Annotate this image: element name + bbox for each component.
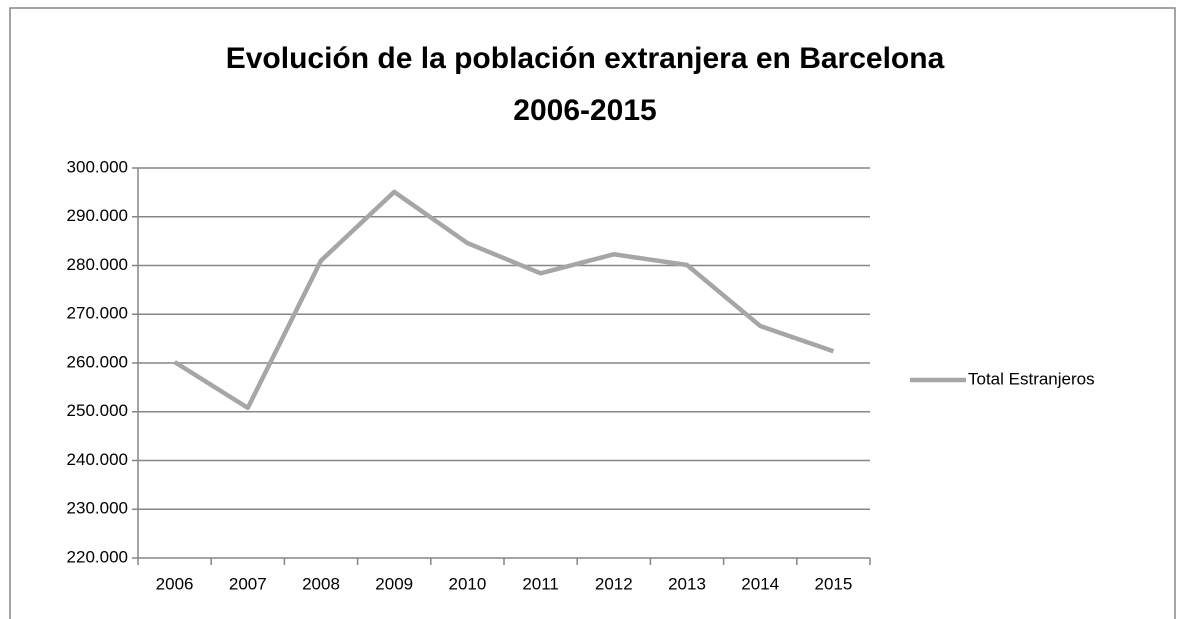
x-tick-label: 2010 [448,574,486,593]
legend-label: Total Estranjeros [968,369,1095,388]
y-tick-label: 260.000 [67,352,128,371]
x-tick-label: 2014 [741,574,779,593]
x-tick-label: 2008 [302,574,340,593]
x-tick-label: 2009 [375,574,413,593]
x-tick-label: 2013 [668,574,706,593]
y-tick-label: 220.000 [67,547,128,566]
chart-title: 2006-2015 [513,94,656,127]
chart-title: Evolución de la población extranjera en … [226,42,945,75]
x-tick-label: 2007 [229,574,267,593]
y-tick-label: 240.000 [67,450,128,469]
x-tick-label: 2011 [522,574,559,593]
y-tick-label: 290.000 [67,206,128,225]
y-tick-label: 230.000 [67,499,128,518]
data-line [173,189,835,411]
x-tick-label: 2012 [595,574,633,593]
y-tick-label: 270.000 [67,304,128,323]
y-tick-label: 280.000 [67,255,128,274]
x-tick-label: 2015 [814,574,852,593]
y-tick-label: 300.000 [67,157,128,176]
y-tick-label: 250.000 [67,401,128,420]
x-tick-label: 2006 [156,574,194,593]
